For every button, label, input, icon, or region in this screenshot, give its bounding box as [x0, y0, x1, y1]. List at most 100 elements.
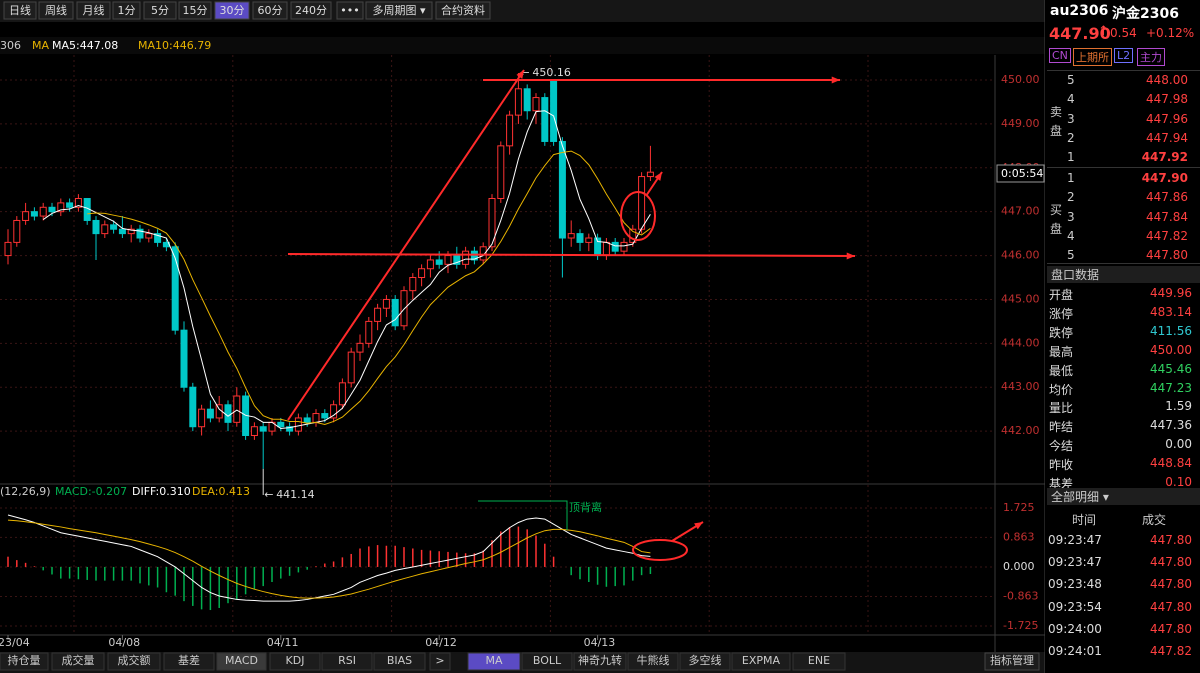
tab-label[interactable]: BIAS [387, 654, 412, 667]
tab-label[interactable]: RSI [338, 654, 356, 667]
candle-body [400, 290, 408, 327]
toolbar-button[interactable] [214, 1, 250, 20]
tab[interactable] [107, 652, 161, 671]
legend-code: 306 [0, 39, 21, 52]
toolbar-label[interactable]: 1分 [118, 4, 136, 17]
tab[interactable] [467, 652, 521, 671]
trade-price: 447.82 [1150, 644, 1192, 658]
ask-level: 4 [1067, 92, 1075, 107]
tab-label[interactable]: KDJ [286, 654, 305, 667]
divergence-marker [478, 500, 568, 530]
toolbar-button[interactable] [38, 1, 74, 20]
tab-label[interactable]: MACD [225, 654, 258, 667]
y-tick-label: -1.725 [1003, 619, 1038, 632]
toolbar-button[interactable] [336, 1, 364, 20]
tab[interactable] [216, 652, 267, 671]
toolbar-button[interactable] [3, 1, 37, 20]
section-header: 盘口数据 [1047, 266, 1200, 283]
bid-price: 447.82 [1146, 228, 1188, 243]
tab[interactable] [627, 652, 679, 671]
legend-bg [0, 37, 1045, 54]
tab[interactable] [0, 652, 49, 671]
section-header[interactable]: 全部明细 ▾ [1047, 488, 1200, 505]
tab[interactable] [984, 652, 1040, 671]
trade-header: 成交 [1142, 513, 1167, 527]
toolbar-button[interactable] [143, 1, 177, 20]
candle-body [488, 198, 496, 248]
toolbar-label[interactable]: 60分 [258, 4, 283, 17]
tab[interactable] [521, 652, 573, 671]
tab[interactable] [679, 652, 731, 671]
candle-body [277, 421, 285, 428]
candle-body [611, 241, 619, 252]
candle-body [145, 233, 153, 239]
tab-label[interactable]: 牛熊线 [637, 653, 670, 667]
tab[interactable] [792, 652, 846, 671]
toolbar-button[interactable] [290, 1, 332, 20]
tab-label[interactable]: ENE [808, 654, 830, 667]
candle-body [356, 342, 364, 353]
y-tick-label: 450.00 [1001, 73, 1040, 86]
candle-body [118, 228, 126, 235]
toolbar-button[interactable] [112, 1, 141, 20]
tab-label[interactable]: 持仓量 [8, 653, 41, 667]
y-tick-label: 0.863 [1003, 530, 1035, 543]
candle-body [374, 307, 382, 322]
toolbar-label[interactable]: 周线 [45, 3, 67, 17]
legend-ma5: MA5:447.08 [52, 39, 118, 52]
y-tick-label: 449.00 [1001, 117, 1040, 130]
candle-body [312, 413, 320, 423]
bid-level: 5 [1067, 248, 1075, 263]
tab[interactable] [321, 652, 373, 671]
tab[interactable] [163, 652, 215, 671]
stat-name: 涨停 [1049, 306, 1074, 321]
dea-line [7, 519, 651, 599]
candle-body [347, 351, 355, 384]
y-tick-label: 447.00 [1001, 205, 1040, 218]
tab-label[interactable]: BOLL [533, 654, 562, 667]
tab-label[interactable]: 神奇九转 [578, 653, 622, 667]
toolbar-label[interactable]: 5分 [151, 4, 169, 17]
candle-body [30, 211, 38, 217]
tab-label[interactable]: 指标管理 [990, 653, 1034, 667]
toolbar-label[interactable]: 月线 [83, 3, 105, 17]
tab[interactable] [731, 652, 791, 671]
bid-price: 447.90 [1141, 171, 1188, 185]
toolbar-button[interactable] [76, 1, 111, 20]
tab[interactable] [373, 652, 426, 671]
toolbar-label[interactable]: 15分 [183, 4, 208, 17]
tab-label[interactable]: 成交量 [62, 653, 95, 667]
toolbar-button[interactable] [252, 1, 288, 20]
toolbar-label[interactable]: ••• [340, 4, 359, 17]
tab-label[interactable]: MA [485, 654, 502, 667]
candle-body [444, 255, 452, 265]
toolbar-button[interactable] [365, 1, 433, 20]
y-tick-label: 442.00 [1001, 424, 1040, 437]
stat-name: 昨收 [1049, 458, 1074, 473]
tab[interactable] [269, 652, 321, 671]
tab-label[interactable]: 基差 [178, 653, 200, 667]
candle-body [550, 79, 558, 142]
toolbar-label[interactable]: 240分 [295, 4, 327, 17]
candle-body [426, 259, 434, 270]
tab-label[interactable]: 多空线 [689, 653, 722, 667]
y-tick-label: 443.00 [1001, 380, 1040, 393]
toolbar-label[interactable]: 合约资料 [441, 3, 485, 17]
tab[interactable] [429, 652, 451, 671]
x-tick-label: 04/13 [584, 636, 616, 649]
toolbar-label[interactable]: 30分 [220, 4, 245, 17]
toolbar-label[interactable]: 多周期图 ▾ [372, 3, 425, 17]
tab[interactable] [51, 652, 105, 671]
candle-body [233, 395, 241, 423]
tag: 主力 [1137, 48, 1165, 66]
toolbar-button[interactable] [435, 1, 491, 20]
toolbar-button[interactable] [178, 1, 212, 20]
tab-label[interactable]: EXPMA [742, 654, 781, 667]
tab[interactable] [573, 652, 627, 671]
ask-price: 447.96 [1146, 111, 1188, 126]
tab-label[interactable]: > [435, 654, 444, 667]
support-arrow-head [846, 252, 855, 260]
tab-label[interactable]: 成交额 [118, 653, 151, 667]
highlight-circle [632, 539, 688, 561]
toolbar-label[interactable]: 日线 [9, 3, 31, 17]
